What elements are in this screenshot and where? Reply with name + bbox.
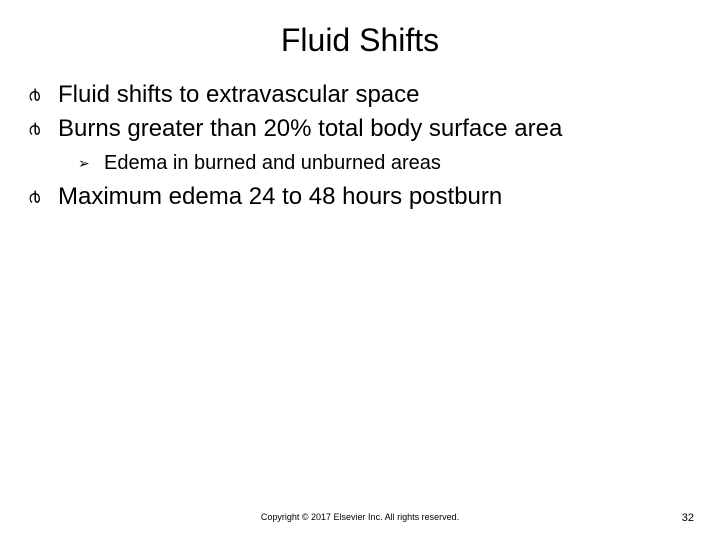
page-number: 32 bbox=[682, 512, 694, 524]
bullet-text: Maximum edema 24 to 48 hours postburn bbox=[58, 181, 502, 213]
sub-bullet-item: ➢ Edema in burned and unburned areas bbox=[28, 149, 700, 177]
bullet-icon: ൪ bbox=[28, 113, 58, 145]
bullet-item: ൪ Burns greater than 20% total body surf… bbox=[28, 113, 700, 145]
bullet-item: ൪ Fluid shifts to extravascular space bbox=[28, 79, 700, 111]
bullet-text: Burns greater than 20% total body surfac… bbox=[58, 113, 562, 145]
slide-container: Fluid Shifts ൪ Fluid shifts to extravasc… bbox=[0, 0, 720, 540]
bullet-icon: ൪ bbox=[28, 181, 58, 213]
bullet-item: ൪ Maximum edema 24 to 48 hours postburn bbox=[28, 181, 700, 213]
slide-title: Fluid Shifts bbox=[0, 0, 720, 73]
bullet-icon: ൪ bbox=[28, 79, 58, 111]
sub-bullet-icon: ➢ bbox=[78, 149, 104, 177]
copyright-text: Copyright © 2017 Elsevier Inc. All right… bbox=[0, 512, 720, 522]
bullet-text: Fluid shifts to extravascular space bbox=[58, 79, 420, 111]
slide-content: ൪ Fluid shifts to extravascular space ൪ … bbox=[0, 73, 720, 213]
sub-bullet-text: Edema in burned and unburned areas bbox=[104, 149, 441, 177]
